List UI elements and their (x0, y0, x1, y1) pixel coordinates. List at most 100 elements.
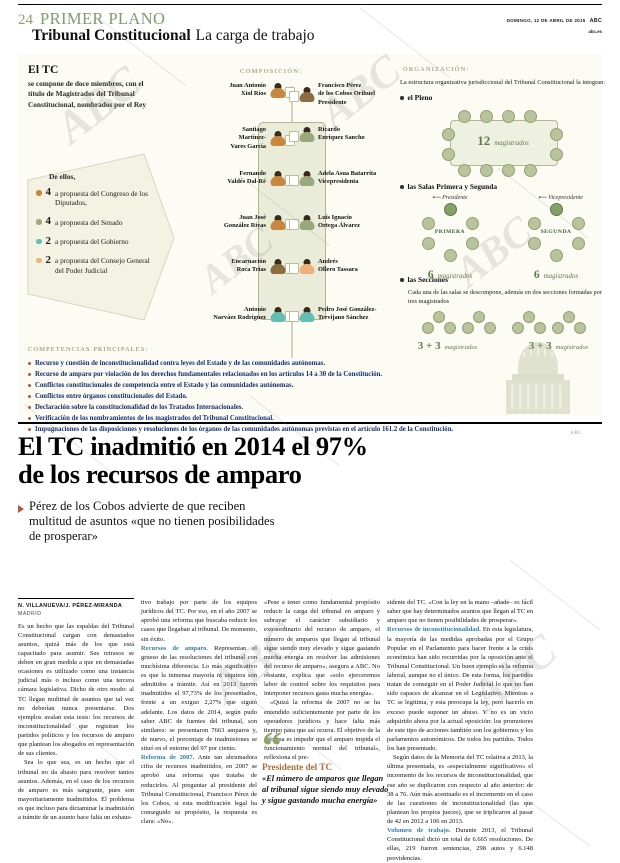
magistrate-figure-icon (269, 258, 295, 274)
pleno-seat (480, 164, 493, 178)
sala1-seat (422, 217, 435, 231)
member-name: Andrés Ollero Tassara (318, 258, 358, 274)
article-summary: Pérez de los Cobos advierte de que recib… (18, 499, 276, 545)
quote-attribution: Presidente del TC (262, 762, 333, 772)
member-name: Antonio Narváez Rodríguez (213, 306, 266, 322)
competencia-item: Declaración sobre la constitucionalidad … (28, 402, 592, 413)
appointment-source: a propuesta del Gobierno (55, 237, 129, 247)
competencia-text: Conflictos entre órganos constitucionale… (35, 393, 188, 400)
sec2-unit: magistrados (555, 343, 589, 351)
member-name: Ricardo Enríquez Sancho (318, 126, 365, 142)
competencia-text: Declaración sobre la constitucionalidad … (35, 404, 244, 411)
sec1-count: 3 + 3 (417, 339, 441, 352)
eltc-body: se compone de doce miembros, con el títu… (28, 79, 147, 109)
pleno-diagram: 12 magistrados (428, 106, 578, 178)
sala1-name: PRIMERA (434, 229, 466, 236)
competencias-title: COMPETENCIAS PRINCIPALES: (28, 346, 149, 353)
seccion-count-1: 3 + 3 magistrados (400, 336, 495, 354)
article-column-3: «Pese a tener como fundamental propósito… (264, 598, 380, 863)
body-paragraph: «Pese a tener como fundamental propósito… (264, 599, 380, 698)
sala1-hex: PRIMERA (412, 203, 488, 263)
secciones-group-1 (421, 310, 496, 335)
article-column-2: tivo trabajo por parte de los equipos ju… (141, 598, 257, 863)
bullet-dot-icon (400, 278, 404, 282)
sala2-hex: SEGUNDA (518, 203, 594, 263)
salas-diagram: ⟵ Presidente PRIMERA 6 magistrados (400, 195, 606, 281)
competencia-item: Verificación de los nombramientos de los… (28, 413, 592, 424)
sala2-name: SEGUNDA (540, 229, 572, 236)
section-title: PRIMER PLANO (40, 9, 166, 28)
bullet-dot-icon (28, 406, 31, 409)
sala1-seat (422, 237, 435, 251)
member-name: Adela Asua Batarrita (318, 170, 377, 177)
appointment-count: 2 (45, 234, 52, 247)
bullet-dot-icon (400, 185, 404, 189)
column-2-body: tivo trabajo por parte de los equipos ju… (141, 598, 257, 826)
quote-text: «El número de amparos que llegan al trib… (262, 774, 389, 805)
seccion-triad (551, 310, 586, 335)
body-paragraph: tivo trabajo por parte de los equipos ju… (141, 599, 257, 643)
body-paragraph: Recursos de inconstitucionalidad. En est… (387, 626, 533, 752)
competencias-block: COMPETENCIAS PRINCIPALES: Recurso y cues… (28, 346, 592, 436)
source-dot-icon (36, 190, 42, 196)
secciones-label: las Secciones (407, 275, 448, 285)
eltc-intro: El TC se compone de doce miembros, con e… (28, 64, 148, 110)
magistrate-figure-icon (269, 214, 295, 230)
competencia-item: Conflictos entre órganos constitucionale… (28, 391, 592, 402)
bullet-dot-icon (28, 428, 31, 431)
member-right: Adela Asua BatarritaVicepresidentaBilbao… (289, 170, 416, 187)
member-name: Francisco Pérez de los Cobos Orihuel (318, 82, 375, 98)
competencias-list: Recurso y cuestión de inconstitucionalid… (28, 358, 592, 435)
body-paragraph: Recursos de amparo. Representan el grues… (141, 644, 257, 752)
magistrate-figure-icon (289, 86, 315, 102)
member-info: Adela Asua BatarritaVicepresidentaBilbao… (318, 170, 376, 187)
section-kicker: 24 PRIMER PLANO (18, 9, 165, 29)
sala1-seat-president (444, 203, 457, 217)
article-column-1: N. VILLANUEVA/J. PÉREZ-MIRANDA MADRID Es… (18, 598, 134, 863)
member-right: Pedro José González-Trevijano SánchezMad… (289, 306, 416, 323)
paragraph-subheading: Reforma de 2007. (141, 754, 195, 762)
appointment-count: 4 (45, 186, 52, 198)
paragraph-subheading: Recursos de inconstitucionalidad. (387, 626, 481, 634)
organization-panel: La estructura organizativa jurisdicciona… (400, 78, 606, 354)
magistrate-figure-icon (269, 130, 295, 146)
subsection-regular: La carga de trabajo (195, 27, 315, 44)
pleno-table (450, 120, 558, 167)
bullet-dot-icon (28, 384, 31, 387)
magistrate-figure-icon (289, 170, 315, 186)
appointment-count: 4 (45, 215, 52, 228)
sala1-role-label: ⟵ Presidente (432, 195, 468, 202)
competencia-item: Conflictos constitucionales de competenc… (28, 380, 592, 391)
magistrate-figure-icon (289, 126, 315, 142)
pleno-unit: magistrados (494, 139, 529, 148)
pleno-caption: 12 magistrados (428, 132, 578, 150)
source-dot-icon (36, 219, 42, 225)
magistrate-figure-icon (269, 82, 295, 98)
secciones-block: las Secciones Cada una de las salas se d… (400, 275, 606, 353)
magistrate-figure-icon (269, 170, 295, 186)
competencia-text: Recurso y cuestión de inconstitucionalid… (35, 360, 326, 367)
bullet-dot-icon (28, 373, 31, 376)
organization-lead: La estructura organizativa jurisdicciona… (400, 79, 606, 86)
column-3-body: «Pese a tener como fundamental propósito… (264, 598, 380, 762)
column-4-body: sidente del TC. «Con la ley en la mano –… (387, 598, 533, 863)
quote-mark-icon: “ (262, 723, 282, 768)
source-dot-icon (36, 238, 42, 245)
triangle-bullet-icon (18, 504, 24, 513)
paragraph-subheading: Volumen de trabajo. (387, 827, 451, 835)
sala2-caption: 6 magistrados (512, 265, 600, 283)
sala1-seat (444, 249, 457, 263)
sala1-seat (466, 217, 479, 231)
